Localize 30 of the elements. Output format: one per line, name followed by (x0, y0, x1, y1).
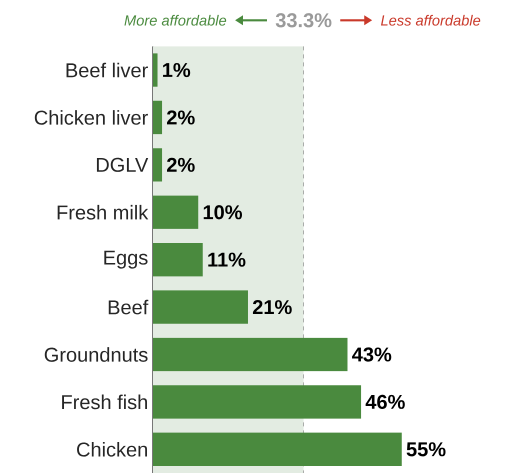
y-tick-label: Chicken liver (34, 110, 148, 125)
y-tick-label: DGLV (96, 158, 148, 172)
y-tick-label: Chicken (77, 442, 147, 457)
bar (153, 338, 348, 372)
data-label: 46% (366, 394, 405, 409)
data-label: 43% (352, 347, 392, 362)
bar (153, 432, 402, 466)
y-tick-label: Fresh fish (62, 394, 147, 410)
bar (153, 100, 162, 134)
data-label: 1% (163, 63, 190, 78)
y-tick-label: Groundnuts (44, 347, 148, 362)
data-label: 21% (252, 300, 292, 314)
data-label: 11% (208, 252, 246, 267)
data-label: 2% (167, 110, 195, 124)
bar (153, 53, 158, 87)
ref-line-label: 33.3% (276, 13, 332, 28)
bar (153, 243, 203, 276)
bar (153, 148, 162, 182)
data-label: 10% (204, 205, 242, 220)
data-label: 55% (406, 442, 446, 456)
y-tick-label: Fresh milk (58, 204, 148, 220)
data-label: 2% (167, 158, 195, 172)
text: More affordable (124, 14, 226, 26)
y-tick-label: Beef (108, 300, 148, 314)
bar (153, 385, 362, 419)
y-tick-label: Beef liver (66, 62, 148, 78)
text: Less affordable (380, 14, 480, 26)
y-tick-label: Eggs (104, 250, 148, 269)
bar (153, 290, 248, 324)
bar (153, 196, 198, 229)
